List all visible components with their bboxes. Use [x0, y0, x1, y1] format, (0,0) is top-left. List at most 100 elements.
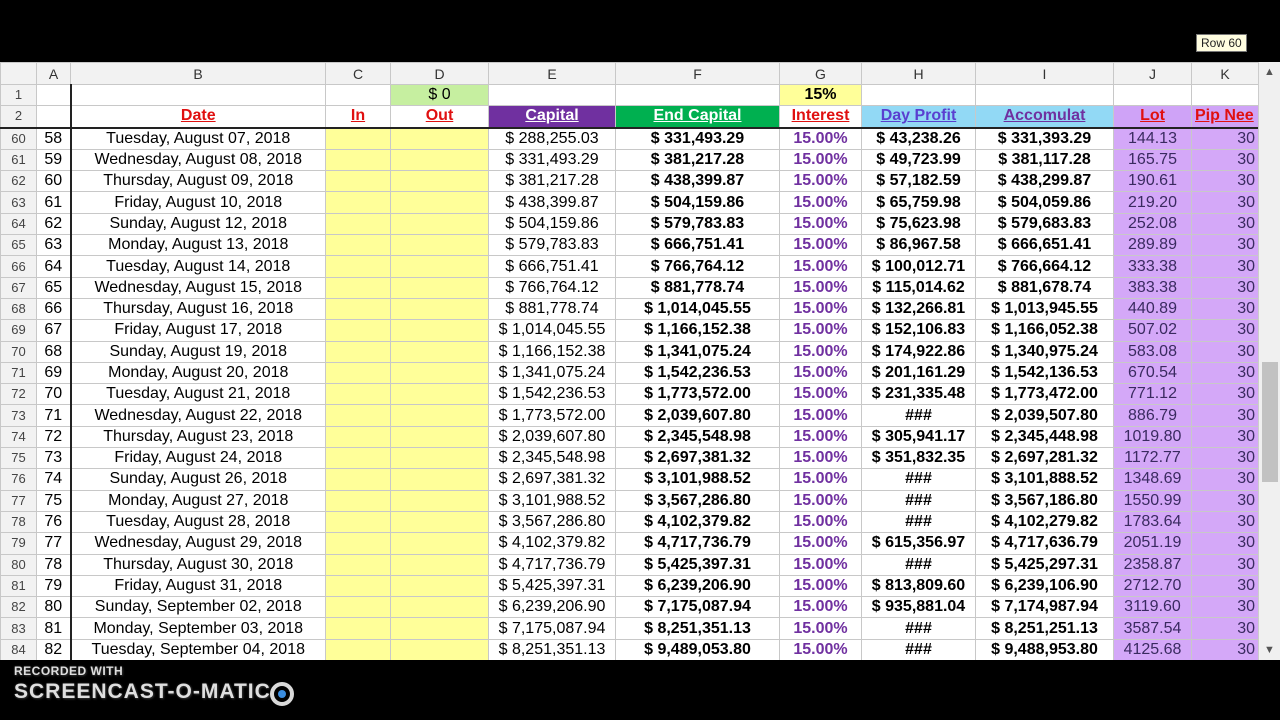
cell-pip[interactable]: 30: [1191, 617, 1259, 640]
cell-out[interactable]: [390, 617, 489, 640]
cell-interest[interactable]: 15.00%: [779, 617, 862, 640]
header-day-profit[interactable]: Day Profit: [861, 105, 976, 129]
cell-pip[interactable]: 30: [1191, 212, 1259, 236]
cell-capital[interactable]: $ 666,751.41: [488, 255, 616, 278]
row-header[interactable]: 77: [0, 489, 37, 512]
cell-date[interactable]: Wednesday, August 15, 2018: [69, 276, 326, 299]
cell-out[interactable]: [390, 234, 489, 257]
cell-end-capital[interactable]: $ 3,567,286.80: [615, 489, 780, 512]
cell-lot[interactable]: 3587.54: [1113, 617, 1192, 640]
cell-accomulat[interactable]: $ 1,542,136.53: [975, 361, 1114, 385]
cell-out[interactable]: [390, 212, 489, 236]
cell-day-number[interactable]: 80: [36, 596, 71, 619]
row-header[interactable]: 83: [0, 617, 37, 640]
cell-G1[interactable]: 15%: [779, 83, 862, 107]
cell-lot[interactable]: 670.54: [1113, 361, 1192, 385]
cell-day-profit[interactable]: $ 43,238.26: [861, 127, 976, 150]
cell-out[interactable]: [390, 638, 489, 660]
cell-date[interactable]: Monday, September 03, 2018: [69, 617, 326, 640]
cell-date[interactable]: Thursday, August 16, 2018: [69, 297, 326, 321]
cell-accomulat[interactable]: $ 7,174,987.94: [975, 596, 1114, 619]
cell-accomulat[interactable]: $ 579,683.83: [975, 212, 1114, 236]
row-header[interactable]: 76: [0, 468, 37, 491]
cell-day-profit[interactable]: ###: [861, 638, 976, 660]
cell-day-profit[interactable]: $ 86,967.58: [861, 234, 976, 257]
cell-capital[interactable]: $ 2,039,607.80: [488, 425, 616, 449]
cell-date[interactable]: Wednesday, August 22, 2018: [69, 404, 326, 427]
row-header[interactable]: 80: [0, 553, 37, 576]
cell-in[interactable]: [325, 148, 391, 172]
cell-interest[interactable]: 15.00%: [779, 361, 862, 385]
cell-K1[interactable]: [1191, 83, 1259, 107]
cell-capital[interactable]: $ 7,175,087.94: [488, 617, 616, 640]
cell-day-number[interactable]: 60: [36, 170, 71, 193]
row-header[interactable]: 82: [0, 596, 37, 619]
cell-capital[interactable]: $ 331,493.29: [488, 148, 616, 172]
cell-capital[interactable]: $ 766,764.12: [488, 276, 616, 299]
cell-interest[interactable]: 15.00%: [779, 447, 862, 470]
cell-date[interactable]: Tuesday, August 21, 2018: [69, 383, 326, 406]
cell-A1[interactable]: [36, 83, 71, 107]
cell-day-profit[interactable]: $ 615,356.97: [861, 532, 976, 555]
cell-capital[interactable]: $ 4,717,736.79: [488, 553, 616, 576]
cell-accomulat[interactable]: $ 2,039,507.80: [975, 404, 1114, 427]
cell-day-number[interactable]: 81: [36, 617, 71, 640]
cell-capital[interactable]: $ 1,014,045.55: [488, 319, 616, 342]
cell-date[interactable]: Monday, August 13, 2018: [69, 234, 326, 257]
cell-day-number[interactable]: 70: [36, 383, 71, 406]
cell-interest[interactable]: 15.00%: [779, 297, 862, 321]
cell-day-number[interactable]: 65: [36, 276, 71, 299]
cell-pip[interactable]: 30: [1191, 447, 1259, 470]
cell-lot[interactable]: 190.61: [1113, 170, 1192, 193]
cell-pip[interactable]: 30: [1191, 489, 1259, 512]
row-header[interactable]: 79: [0, 532, 37, 555]
cell-day-number[interactable]: 68: [36, 340, 71, 363]
cell-lot[interactable]: 1172.77: [1113, 447, 1192, 470]
column-header-A[interactable]: A: [36, 62, 71, 85]
column-header-G[interactable]: G: [779, 62, 862, 85]
column-header-H[interactable]: H: [861, 62, 976, 85]
cell-date[interactable]: Monday, August 27, 2018: [69, 489, 326, 512]
cell-pip[interactable]: 30: [1191, 468, 1259, 491]
cell-out[interactable]: [390, 383, 489, 406]
row-header[interactable]: 81: [0, 574, 37, 598]
cell-interest[interactable]: 15.00%: [779, 255, 862, 278]
cell-capital[interactable]: $ 1,341,075.24: [488, 361, 616, 385]
cell-in[interactable]: [325, 532, 391, 555]
cell-interest[interactable]: 15.00%: [779, 574, 862, 598]
cell-interest[interactable]: 15.00%: [779, 532, 862, 555]
cell-interest[interactable]: 15.00%: [779, 127, 862, 150]
cell-end-capital[interactable]: $ 9,489,053.80: [615, 638, 780, 660]
cell-interest[interactable]: 15.00%: [779, 148, 862, 172]
cell-in[interactable]: [325, 276, 391, 299]
cell-day-profit[interactable]: $ 100,012.71: [861, 255, 976, 278]
cell-interest[interactable]: 15.00%: [779, 489, 862, 512]
cell-interest[interactable]: 15.00%: [779, 340, 862, 363]
cell-out[interactable]: [390, 255, 489, 278]
cell-day-number[interactable]: 63: [36, 234, 71, 257]
cell-interest[interactable]: 15.00%: [779, 404, 862, 427]
cell-in[interactable]: [325, 319, 391, 342]
cell-date[interactable]: Tuesday, August 28, 2018: [69, 510, 326, 534]
cell-capital[interactable]: $ 1,542,236.53: [488, 383, 616, 406]
column-header-C[interactable]: C: [325, 62, 391, 85]
cell-date[interactable]: Sunday, August 19, 2018: [69, 340, 326, 363]
cell-end-capital[interactable]: $ 1,773,572.00: [615, 383, 780, 406]
cell-in[interactable]: [325, 234, 391, 257]
cell-accomulat[interactable]: $ 4,102,279.82: [975, 510, 1114, 534]
cell-out[interactable]: [390, 553, 489, 576]
cell-lot[interactable]: 383.38: [1113, 276, 1192, 299]
row-header[interactable]: 65: [0, 234, 37, 257]
cell-end-capital[interactable]: $ 7,175,087.94: [615, 596, 780, 619]
cell-out[interactable]: [390, 361, 489, 385]
cell-day-number[interactable]: 72: [36, 425, 71, 449]
cell-day-profit[interactable]: ###: [861, 468, 976, 491]
cell-lot[interactable]: 4125.68: [1113, 638, 1192, 660]
cell-capital[interactable]: $ 1,166,152.38: [488, 340, 616, 363]
cell-date[interactable]: Tuesday, September 04, 2018: [69, 638, 326, 660]
cell-date[interactable]: Friday, August 24, 2018: [69, 447, 326, 470]
cell-date[interactable]: Sunday, August 26, 2018: [69, 468, 326, 491]
cell-day-profit[interactable]: $ 57,182.59: [861, 170, 976, 193]
cell-accomulat[interactable]: $ 3,101,888.52: [975, 468, 1114, 491]
